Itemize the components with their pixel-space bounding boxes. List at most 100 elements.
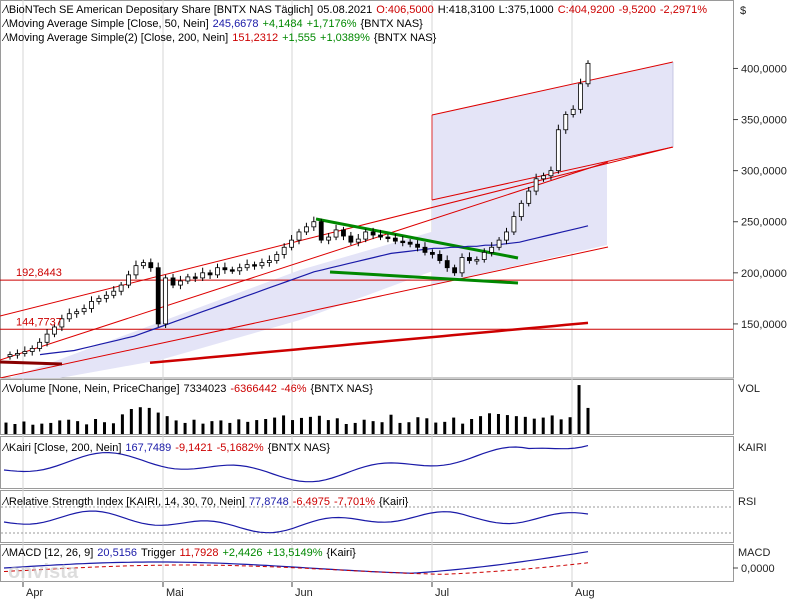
sma50-line — [39, 225, 589, 356]
volume-label: Volume [None, Nein, PriceChange] — [9, 383, 180, 395]
candle-body — [192, 276, 198, 279]
candle-body — [163, 277, 169, 325]
chevron-icon: ⁄\ — [1, 32, 10, 44]
candle-body — [178, 280, 183, 286]
volume-bar — [461, 423, 465, 434]
candle-body — [148, 262, 154, 269]
candle-body — [318, 221, 324, 241]
volume-bar — [31, 424, 35, 434]
candle-body — [155, 267, 161, 325]
sma200-legend[interactable]: ⁄\Moving Average Simple(2) [Close, 200, … — [1, 32, 437, 44]
candle-body — [355, 238, 361, 243]
rsi-label: Relative Strength Index [KAIRI, 14, 30, … — [9, 496, 245, 508]
channel2-line-top — [431, 61, 674, 116]
volume-bar — [237, 419, 241, 434]
volume-bar — [255, 420, 259, 434]
candle-body — [526, 190, 532, 204]
volume-bar — [264, 419, 268, 434]
rsi-change-pct: -7,701% — [334, 496, 375, 508]
title-date: 05.08.2021 — [317, 4, 372, 16]
rsi-legend[interactable]: ⁄\Relative Strength Index [KAIRI, 14, 30… — [1, 496, 409, 508]
kairi-value: 167,7489 — [125, 442, 171, 454]
candle-body — [252, 264, 257, 267]
volume-bar — [559, 419, 563, 434]
kairi-axis-label: KAIRI — [738, 442, 767, 454]
candle-body — [133, 265, 139, 276]
candle-body — [326, 236, 332, 241]
volume-bar — [13, 424, 17, 434]
candle-body — [259, 262, 265, 267]
macd-zero-label: 0,0000 — [741, 563, 775, 575]
volume-axis-label: VOL — [738, 383, 760, 395]
volume-legend[interactable]: ⁄\Volume [None, Nein, PriceChange] 733402… — [1, 383, 373, 395]
volume-value: 7334023 — [184, 383, 227, 395]
volume-bar — [568, 417, 572, 434]
volume-bar — [94, 419, 98, 434]
price-panel-frame — [0, 0, 734, 379]
volume-bar — [362, 419, 366, 434]
kairi-legend[interactable]: ⁄\Kairi [Close, 200, Nein] 167,7489 -9,142… — [1, 442, 330, 454]
candle-body — [281, 246, 287, 255]
volume-bar — [111, 423, 115, 434]
kairi-change: -9,1421 — [175, 442, 212, 454]
currency-symbol: $ — [740, 5, 746, 17]
sma50-change-pct: +1,7176% — [307, 18, 357, 30]
rsi-value: 77,8748 — [249, 496, 289, 508]
candle-body — [266, 260, 272, 264]
candle-body — [341, 229, 346, 237]
channel-line-middle — [0, 161, 609, 361]
candle-body — [140, 262, 146, 267]
sma200-change: +1,555 — [282, 32, 316, 44]
macd-legend[interactable]: ⁄\MACD [12, 26, 9] 20,5156 Trigger 11,7928 +… — [1, 547, 356, 559]
candle-body — [541, 175, 546, 180]
candle-body — [118, 284, 124, 292]
volume-bar — [344, 424, 348, 434]
candle-body — [459, 257, 465, 274]
candles-group — [7, 60, 591, 360]
candle-body — [103, 294, 109, 299]
volume-bar — [470, 419, 474, 434]
sma50-value: 245,6678 — [213, 18, 259, 30]
price-y-axis: 400,0000 350,0000 300,0000 250,0000 200,0000… — [733, 63, 787, 331]
volume-bar — [380, 422, 384, 434]
volume-bar — [452, 417, 456, 434]
sma200-line — [149, 321, 589, 364]
candle-body — [429, 251, 435, 255]
candle-body — [126, 274, 131, 286]
volume-bar — [201, 423, 205, 434]
volume-bar — [299, 417, 303, 434]
volume-bar — [326, 420, 330, 434]
macd-symbol: {Kairi} — [326, 547, 356, 559]
sma200-value: 151,2312 — [232, 32, 278, 44]
volume-bar — [246, 421, 250, 434]
candle-body — [311, 221, 317, 228]
candle-body — [37, 341, 43, 349]
candle-body — [563, 114, 569, 131]
candle-body — [304, 226, 309, 233]
sma200-change-pct: +1,0389% — [320, 32, 370, 44]
sma50-legend[interactable]: ⁄\Moving Average Simple [Close, 50, Nein… — [1, 18, 423, 30]
macd-axis-label: MACD — [738, 547, 770, 559]
rsi-line — [3, 510, 589, 534]
candle-body — [370, 231, 376, 236]
candle-body — [74, 311, 80, 315]
title-change: -9,5200 — [619, 4, 656, 16]
price-tick-label: 300,0000 — [741, 166, 787, 178]
volume-symbol: {BNTX NAS} — [311, 383, 374, 395]
candle-body — [29, 348, 35, 352]
candle-body — [407, 241, 413, 245]
candle-body — [548, 170, 554, 177]
rsi-symbol: {Kairi} — [379, 496, 409, 508]
candle-body — [570, 108, 576, 115]
kairi-symbol: {BNTX NAS} — [268, 442, 331, 454]
title-line: ⁄\BioNTech SE American Depositary Share … — [1, 4, 707, 16]
x-tick-label: Jul — [435, 587, 449, 599]
candle-body — [66, 313, 72, 320]
channel-lower-fill — [10, 190, 520, 378]
candle-body — [7, 354, 13, 358]
volume-bar — [523, 416, 527, 434]
candle-body — [437, 254, 443, 261]
volume-bar — [129, 409, 133, 434]
